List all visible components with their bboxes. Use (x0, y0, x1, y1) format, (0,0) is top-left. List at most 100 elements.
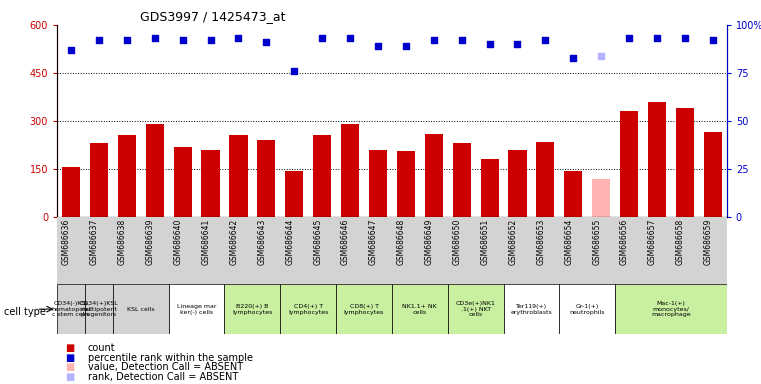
Bar (704, 132, 722, 217)
Bar (202, 150, 220, 217)
Text: CD4(+) T
lymphocytes: CD4(+) T lymphocytes (288, 304, 329, 314)
Text: Ter119(+)
erythroblasts: Ter119(+) erythroblasts (511, 304, 552, 314)
Point (205, 37, 217, 43)
Text: GSM686643: GSM686643 (257, 218, 266, 265)
Bar (504, 284, 559, 334)
Bar (592, 179, 610, 217)
Bar (620, 111, 638, 217)
Point (707, 37, 719, 43)
Text: GSM686649: GSM686649 (425, 218, 434, 265)
Point (456, 37, 468, 43)
Text: ■: ■ (65, 372, 74, 382)
Text: GSM686656: GSM686656 (620, 218, 629, 265)
Text: GSM686650: GSM686650 (453, 218, 462, 265)
Text: GSM686640: GSM686640 (174, 218, 183, 265)
Bar (280, 284, 336, 334)
Point (232, 35, 244, 41)
Bar (336, 284, 392, 334)
Point (288, 68, 301, 74)
Point (177, 37, 189, 43)
Bar (85, 217, 113, 284)
Point (93, 37, 105, 43)
Text: ■: ■ (65, 353, 74, 362)
Bar (57, 284, 85, 334)
Bar (285, 170, 304, 217)
Bar (141, 217, 169, 284)
Bar (392, 217, 420, 284)
Bar (341, 124, 359, 217)
Text: GSM686651: GSM686651 (481, 218, 489, 265)
Bar (113, 284, 169, 334)
Bar (336, 217, 364, 284)
Point (483, 41, 495, 47)
Bar (118, 136, 136, 217)
Bar (648, 102, 666, 217)
Point (651, 35, 663, 41)
Bar (253, 217, 280, 284)
Text: GSM686639: GSM686639 (146, 218, 154, 265)
Bar (615, 217, 643, 284)
Point (540, 37, 552, 43)
Bar (145, 124, 164, 217)
Bar (453, 143, 471, 217)
Text: Lineage mar
ker(-) cells: Lineage mar ker(-) cells (177, 304, 216, 314)
Text: GSM686638: GSM686638 (118, 218, 127, 265)
Text: GSM686641: GSM686641 (202, 218, 211, 265)
Text: GSM686655: GSM686655 (592, 218, 601, 265)
Bar (559, 217, 587, 284)
Point (623, 35, 635, 41)
Bar (447, 284, 504, 334)
Bar (369, 150, 387, 217)
Bar (308, 217, 336, 284)
Text: CD8(+) T
lymphocytes: CD8(+) T lymphocytes (344, 304, 384, 314)
Text: GSM686645: GSM686645 (314, 218, 322, 265)
Bar (224, 217, 253, 284)
Text: CD3e(+)NK1
.1(+) NKT
cells: CD3e(+)NK1 .1(+) NKT cells (456, 301, 495, 318)
Point (567, 55, 579, 61)
Text: B220(+) B
lymphocytes: B220(+) B lymphocytes (232, 304, 272, 314)
Point (595, 53, 607, 59)
Bar (425, 134, 443, 217)
Bar (420, 217, 447, 284)
Text: value, Detection Call = ABSENT: value, Detection Call = ABSENT (88, 362, 243, 372)
Text: GSM686648: GSM686648 (397, 218, 406, 265)
Bar (62, 167, 80, 217)
Text: GDS3997 / 1425473_at: GDS3997 / 1425473_at (140, 10, 286, 23)
Bar (224, 284, 280, 334)
Bar (671, 217, 699, 284)
Point (121, 37, 133, 43)
Text: CD34(-)KSL
hematopoiet
c stem cells: CD34(-)KSL hematopoiet c stem cells (51, 301, 91, 318)
Bar (643, 217, 671, 284)
Bar (559, 284, 615, 334)
Point (679, 35, 691, 41)
Text: ■: ■ (65, 362, 74, 372)
Text: GSM686637: GSM686637 (90, 218, 99, 265)
Text: KSL cells: KSL cells (127, 306, 154, 312)
Point (148, 35, 161, 41)
Text: rank, Detection Call = ABSENT: rank, Detection Call = ABSENT (88, 372, 237, 382)
Text: Gr-1(+)
neutrophils: Gr-1(+) neutrophils (569, 304, 605, 314)
Bar (587, 217, 615, 284)
Text: GSM686644: GSM686644 (285, 218, 295, 265)
Point (428, 37, 440, 43)
Bar (90, 143, 108, 217)
Text: GSM686659: GSM686659 (704, 218, 713, 265)
Point (260, 39, 272, 45)
Bar (169, 217, 196, 284)
Text: ■: ■ (65, 343, 74, 353)
Bar (480, 159, 498, 217)
Bar (447, 217, 476, 284)
Point (511, 41, 524, 47)
Text: GSM686636: GSM686636 (62, 218, 71, 265)
Bar (57, 217, 85, 284)
Text: percentile rank within the sample: percentile rank within the sample (88, 353, 253, 362)
Bar (537, 142, 555, 217)
Bar (364, 217, 392, 284)
Text: cell type: cell type (4, 306, 46, 317)
Bar (531, 217, 559, 284)
Bar (257, 140, 275, 217)
Bar (699, 217, 727, 284)
Bar (113, 217, 141, 284)
Point (316, 35, 328, 41)
Bar (676, 108, 694, 217)
